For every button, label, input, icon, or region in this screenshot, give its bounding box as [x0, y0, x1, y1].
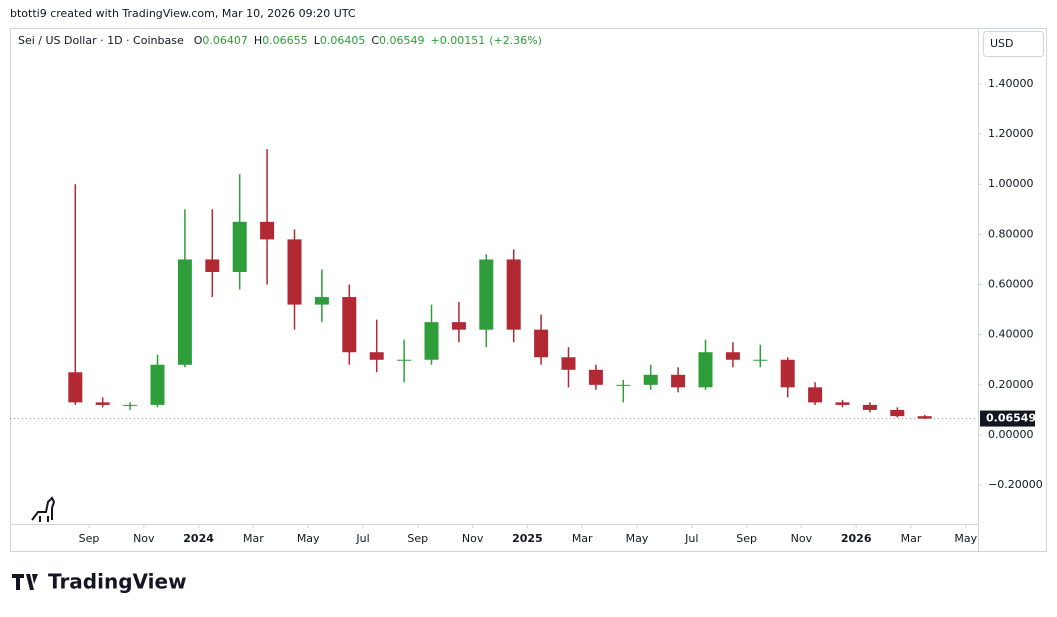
y-tick-label: 1.20000: [988, 127, 1034, 140]
x-tick-label: Nov: [133, 532, 155, 545]
x-tick-label: Mar: [572, 532, 593, 545]
last-price-label: 0.06549: [986, 412, 1036, 425]
candle-body: [917, 416, 932, 419]
x-tick-label: 2025: [512, 532, 543, 545]
legend-key: C: [371, 34, 379, 47]
x-tick-label: Nov: [791, 532, 813, 545]
candle-body: [314, 297, 329, 305]
legend-value: 0.06655: [262, 34, 308, 47]
candle-body: [232, 221, 247, 272]
currency-box[interactable]: [983, 31, 1044, 57]
candle-body: [862, 404, 877, 410]
symbol: Sei / US Dollar · 1D · Coinbase: [18, 34, 184, 47]
candle-body: [205, 259, 220, 272]
x-tick-label: May: [626, 532, 649, 545]
candle-body: [780, 359, 795, 388]
candle-body: [260, 221, 275, 240]
candle-body: [123, 404, 138, 406]
y-tick-label: 0.40000: [988, 328, 1034, 341]
x-tick-label: Nov: [462, 532, 484, 545]
candle-body: [561, 357, 576, 370]
candle-body: [342, 297, 357, 353]
candle-body: [835, 402, 850, 405]
candle-body: [616, 384, 631, 386]
x-tick-label: May: [297, 532, 320, 545]
legend-value: 0.06549: [379, 34, 425, 47]
y-tick-label: 0.20000: [988, 378, 1034, 391]
legend-change: +0.00151: [431, 34, 486, 47]
x-tick-label: Jul: [684, 532, 698, 545]
last-price-box: [980, 410, 1035, 427]
candle-body: [643, 374, 658, 385]
candle-body: [479, 259, 494, 330]
x-tick-label: Mar: [901, 532, 922, 545]
y-tick-label: 0.80000: [988, 227, 1034, 240]
currency: USD: [990, 37, 1014, 50]
candle-body: [671, 374, 686, 388]
legend-key: L: [314, 34, 321, 47]
candle-body: [534, 329, 549, 358]
legend-change-pct: (+2.36%): [489, 34, 542, 47]
header: btotti9 created with TradingView.com, Ma…: [10, 7, 356, 20]
legend-key: H: [254, 34, 262, 47]
symbol-legend: Sei / US Dollar · 1D · Coinbase O0.06407 H…: [18, 34, 542, 47]
candle-body: [369, 352, 384, 360]
x-tick-label: 2026: [841, 532, 872, 545]
y-tick-label: 1.40000: [988, 77, 1034, 90]
x-tick-label: May: [954, 532, 977, 545]
frame: [10, 28, 1047, 552]
candle-body: [177, 259, 192, 365]
candle-body: [397, 359, 412, 361]
y-tick-label: 0.60000: [988, 278, 1034, 291]
candle-body: [95, 402, 110, 405]
brand-logo: TradingView: [12, 570, 187, 594]
legend-key: O: [194, 34, 203, 47]
candle-body: [506, 259, 521, 330]
y-tick-label: 1.00000: [988, 177, 1034, 190]
x-tick-label: Sep: [79, 532, 100, 545]
candle-body: [424, 322, 439, 360]
dino-icon: [31, 496, 56, 522]
candle-body: [725, 352, 740, 360]
candle-body: [150, 364, 165, 405]
candle-body: [287, 239, 302, 305]
y-tick-label: −0.20000: [988, 478, 1043, 491]
x-tick-label: Mar: [243, 532, 264, 545]
candle-body: [451, 322, 466, 330]
candle-body: [698, 352, 713, 388]
x-tick-label: Sep: [736, 532, 757, 545]
legend-value: 0.06407: [202, 34, 248, 47]
brand: TradingView: [48, 570, 187, 594]
candle-body: [890, 409, 905, 417]
x-tick-label: 2024: [183, 532, 214, 545]
candle-body: [753, 359, 768, 361]
candle-body: [68, 372, 83, 403]
x-tick-label: Sep: [407, 532, 428, 545]
candle-body: [588, 369, 603, 385]
y-tick-label: 0.00000: [988, 428, 1034, 441]
candle-body: [808, 387, 823, 403]
x-tick-label: Jul: [355, 532, 369, 545]
legend-value: 0.06405: [320, 34, 366, 47]
